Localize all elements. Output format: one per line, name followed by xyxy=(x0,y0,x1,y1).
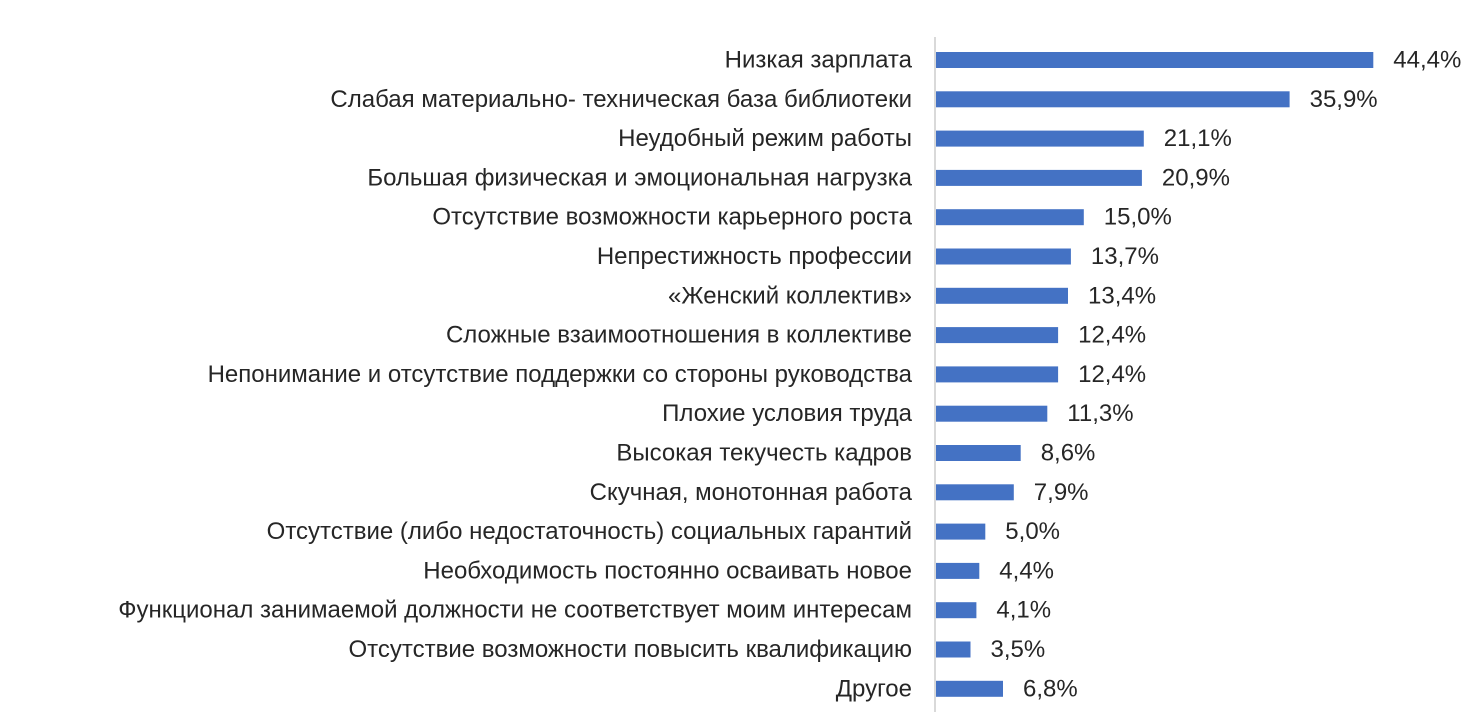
bar-5 xyxy=(936,248,1071,265)
bars-group xyxy=(936,52,1374,697)
data-labels-group: 44,4% 35,9% 21,1% 20,9% 15,0% 13,7% 13,4% 12,4%… xyxy=(991,47,1462,703)
bar-15 xyxy=(936,641,971,658)
data-label-16: 6,8% xyxy=(1023,675,1078,702)
category-label-4: Отсутствие возможности карьерного роста xyxy=(432,204,912,231)
bar-14 xyxy=(936,602,977,619)
data-label-11: 7,9% xyxy=(1034,479,1089,506)
category-label-11: Скучная, монотонная работа xyxy=(590,479,913,506)
bar-4 xyxy=(936,209,1084,226)
bar-2 xyxy=(936,130,1144,147)
category-label-5: Непрестижность профессии xyxy=(597,243,912,270)
category-label-14: Функционал занимаемой должности не соотв… xyxy=(118,597,912,624)
data-label-10: 8,6% xyxy=(1041,440,1096,467)
category-label-10: Высокая текучесть кадров xyxy=(616,440,912,467)
category-label-16: Другое xyxy=(836,675,912,702)
category-label-12: Отсутствие (либо недостаточность) социал… xyxy=(267,518,912,545)
bar-11 xyxy=(936,484,1014,501)
data-label-4: 15,0% xyxy=(1104,204,1172,231)
data-label-13: 4,4% xyxy=(999,557,1054,584)
category-label-15: Отсутствие возможности повысить квалифик… xyxy=(349,636,912,663)
bar-12 xyxy=(936,523,986,540)
category-label-8: Непонимание и отсутствие поддержки со ст… xyxy=(208,361,913,388)
category-label-6: «Женский коллектив» xyxy=(668,282,912,309)
data-label-8: 12,4% xyxy=(1078,361,1146,388)
category-label-13: Необходимость постоянно осваивать новое xyxy=(423,557,912,584)
data-label-9: 11,3% xyxy=(1067,400,1133,427)
bar-7 xyxy=(936,327,1059,344)
category-label-7: Сложные взаимоотношения в коллективе xyxy=(446,322,912,349)
data-label-2: 21,1% xyxy=(1164,125,1232,152)
data-label-7: 12,4% xyxy=(1078,322,1146,349)
category-label-0: Низкая зарплата xyxy=(725,47,913,74)
bar-13 xyxy=(936,562,980,579)
data-label-1: 35,9% xyxy=(1310,86,1378,113)
bar-10 xyxy=(936,445,1021,461)
data-label-3: 20,9% xyxy=(1162,164,1230,191)
data-label-12: 5,0% xyxy=(1005,518,1060,545)
bar-3 xyxy=(936,169,1142,186)
bar-8 xyxy=(936,366,1059,383)
bar-1 xyxy=(936,91,1290,108)
category-label-3: Большая физическая и эмоциональная нагру… xyxy=(367,164,912,191)
category-label-2: Неудобный режим работы xyxy=(618,125,912,152)
bar-6 xyxy=(936,287,1068,304)
bar-9 xyxy=(936,405,1048,422)
data-label-14: 4,1% xyxy=(996,597,1051,624)
data-label-15: 3,5% xyxy=(991,636,1046,663)
category-labels-group: Низкая зарплата Слабая материально- техни… xyxy=(118,47,912,703)
data-label-0: 44,4% xyxy=(1393,47,1461,74)
bar-16 xyxy=(936,680,1003,697)
data-label-5: 13,7% xyxy=(1091,243,1159,270)
category-label-9: Плохие условия труда xyxy=(662,400,912,427)
data-label-6: 13,4% xyxy=(1088,282,1156,309)
category-label-1: Слабая материально- техническая база биб… xyxy=(330,86,912,113)
bar-0 xyxy=(936,52,1374,68)
